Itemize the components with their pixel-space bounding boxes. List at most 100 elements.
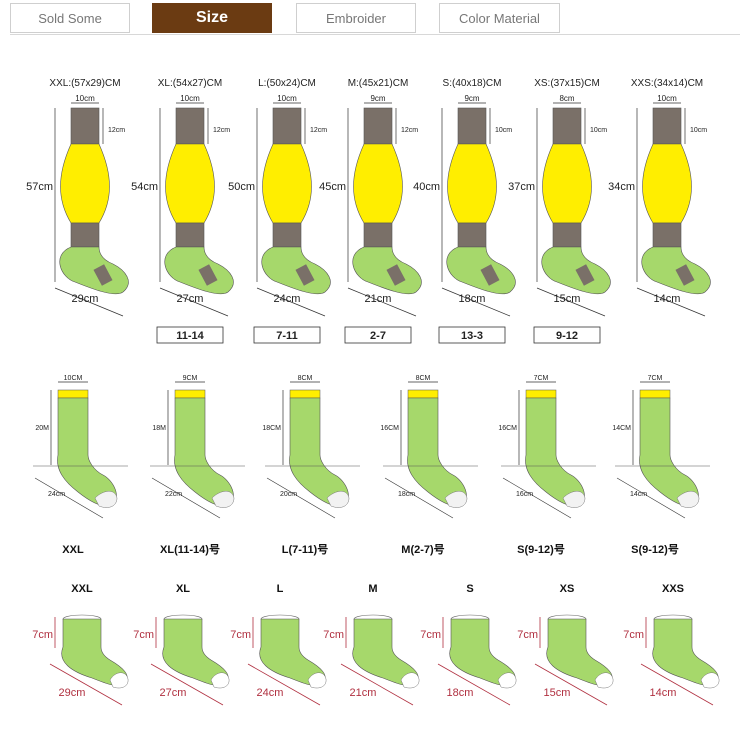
toe-cap (326, 491, 350, 508)
ankle-band (457, 222, 487, 248)
toe-cap (497, 672, 517, 689)
height-label: 34cm (608, 181, 635, 193)
crew-sock-item: 7CM 14CM 14cm S(9-12)号 (612, 375, 710, 556)
long-sock-item: XS:(37x15)CM 8cm 10cm 37cm 15cm 9-12 (508, 78, 611, 344)
sock-body (57, 397, 117, 507)
foot-label: 27cm (160, 687, 187, 699)
width-label: 7CM (534, 375, 549, 382)
foot-dimension-line (54, 287, 124, 317)
foot-label: 18cm (398, 491, 415, 498)
height-label: 18M (152, 425, 166, 432)
ankle-sock-item: XXL 7cm 29cm (32, 583, 129, 706)
cuff-band (652, 107, 682, 145)
size-title: XXS:(34x14)CM (631, 78, 703, 89)
height-label: 7cm (420, 629, 441, 641)
shoe-size-box (438, 326, 506, 344)
cuff-band (457, 107, 487, 145)
crew-sock-item: 8CM 18CM 20cm L(7-11)号 (262, 375, 360, 556)
height-label: 7cm (323, 629, 344, 641)
width-label: 10cm (277, 94, 297, 103)
foot-label: 16cm (516, 491, 533, 498)
foot-dimension-line (247, 663, 321, 706)
toe-cap (210, 672, 230, 689)
sock-body (639, 397, 699, 507)
foot-label: 21cm (365, 293, 392, 305)
ankle-sock-diagram: XXL 7cm 29cm XL 7cm 27cm L 7cm 24cm M 7cm 21cm S 7cm 1… (32, 583, 720, 706)
shoe-size-label: 9-12 (556, 330, 578, 342)
toe-cap (307, 672, 327, 689)
width-label: 9cm (464, 94, 479, 103)
foot-dimension-line (636, 287, 706, 317)
heel-band (295, 264, 315, 286)
ankle-band (363, 222, 393, 248)
height-label: 7cm (32, 629, 53, 641)
width-label: 9cm (370, 94, 385, 103)
cuff-band (525, 389, 557, 399)
cuff-band (175, 107, 205, 145)
height-label: 18CM (262, 425, 281, 432)
size-title: XL:(54x27)CM (158, 78, 222, 89)
size-label: L (277, 583, 284, 595)
foot-label: 15cm (554, 293, 581, 305)
tab-sold-some[interactable]: Sold Some (10, 3, 130, 33)
crew-sock-item: 9CM 18M 22cm XL(11-14)号 (150, 375, 245, 556)
width-label: 7CM (648, 375, 663, 382)
sock-body (174, 397, 234, 507)
height-label: 37cm (508, 181, 535, 193)
shoe-size-label: 13-3 (461, 330, 483, 342)
foot-dimension-line (616, 477, 686, 519)
size-title: L:(50x24)CM (258, 78, 316, 89)
height-label: 54cm (131, 181, 158, 193)
size-title: S:(40x18)CM (443, 78, 502, 89)
size-label: XL(11-14)号 (160, 543, 220, 556)
foot-dimension-line (502, 477, 572, 519)
leg-section (642, 143, 692, 224)
foot-dimension-line (437, 663, 511, 706)
size-title: XS:(37x15)CM (534, 78, 600, 89)
sock-body (289, 397, 349, 507)
foot-dimension-line (534, 663, 608, 706)
heel-band (675, 264, 695, 286)
ankle-sock-item: S 7cm 18cm (420, 583, 517, 706)
tab-size[interactable]: Size (152, 3, 272, 33)
shoe-size-label: 7-11 (276, 330, 297, 342)
tab-embroider[interactable]: Embroider (296, 3, 416, 33)
ankle-sock-item: XXS 7cm 14cm (623, 583, 720, 706)
ankle-band (552, 222, 582, 248)
size-label: S (466, 583, 473, 595)
width-label: 10cm (657, 94, 677, 103)
foot-dimension-line (49, 663, 123, 706)
size-label: XXS (662, 583, 684, 595)
leg-section (447, 143, 497, 224)
foot-label: 20cm (280, 491, 297, 498)
cuff-label: 10cm (690, 127, 707, 134)
crew-sock-size-chart: 10CM 20M 24cm XXL 9CM 18M 22cm XL(11-14)号 8CM 18C… (0, 360, 747, 565)
foot-dimension-line (151, 477, 221, 519)
cuff-label: 10cm (590, 127, 607, 134)
crew-sock-item: 7CM 16CM 16cm S(9-12)号 (498, 375, 596, 556)
crew-sock-diagram: 10CM 20M 24cm XXL 9CM 18M 22cm XL(11-14)号 8CM 18C… (33, 375, 710, 556)
cuff-band (407, 389, 439, 399)
foot-label: 14cm (630, 491, 647, 498)
toe-cap (444, 491, 468, 508)
cuff-band (363, 107, 393, 145)
foot-label: 24cm (274, 293, 301, 305)
toe-cap (211, 491, 235, 508)
heel-band (93, 264, 113, 286)
foot-dimension-line (347, 287, 417, 317)
foot-dimension-line (159, 287, 229, 317)
shoe-size-box (344, 326, 412, 344)
toe-cap (676, 491, 700, 508)
long-sock-diagram: XXL:(57x29)CM 10cm 12cm 57cm 29cm XL:(54x27)C… (26, 78, 711, 344)
height-label: 16CM (380, 425, 399, 432)
foot-dimension-line (266, 477, 336, 519)
tab-color-material[interactable]: Color Material (439, 3, 560, 33)
height-label: 40cm (413, 181, 440, 193)
heel-band (386, 264, 406, 286)
long-sock-item: XXS:(34x14)CM 10cm 10cm 34cm 14cm (608, 78, 711, 317)
cuff-band (174, 389, 206, 399)
size-title: M:(45x21)CM (348, 78, 409, 89)
width-label: 8CM (298, 375, 313, 382)
size-label: M(2-7)号 (401, 543, 444, 556)
cuff-label: 12cm (213, 127, 230, 134)
